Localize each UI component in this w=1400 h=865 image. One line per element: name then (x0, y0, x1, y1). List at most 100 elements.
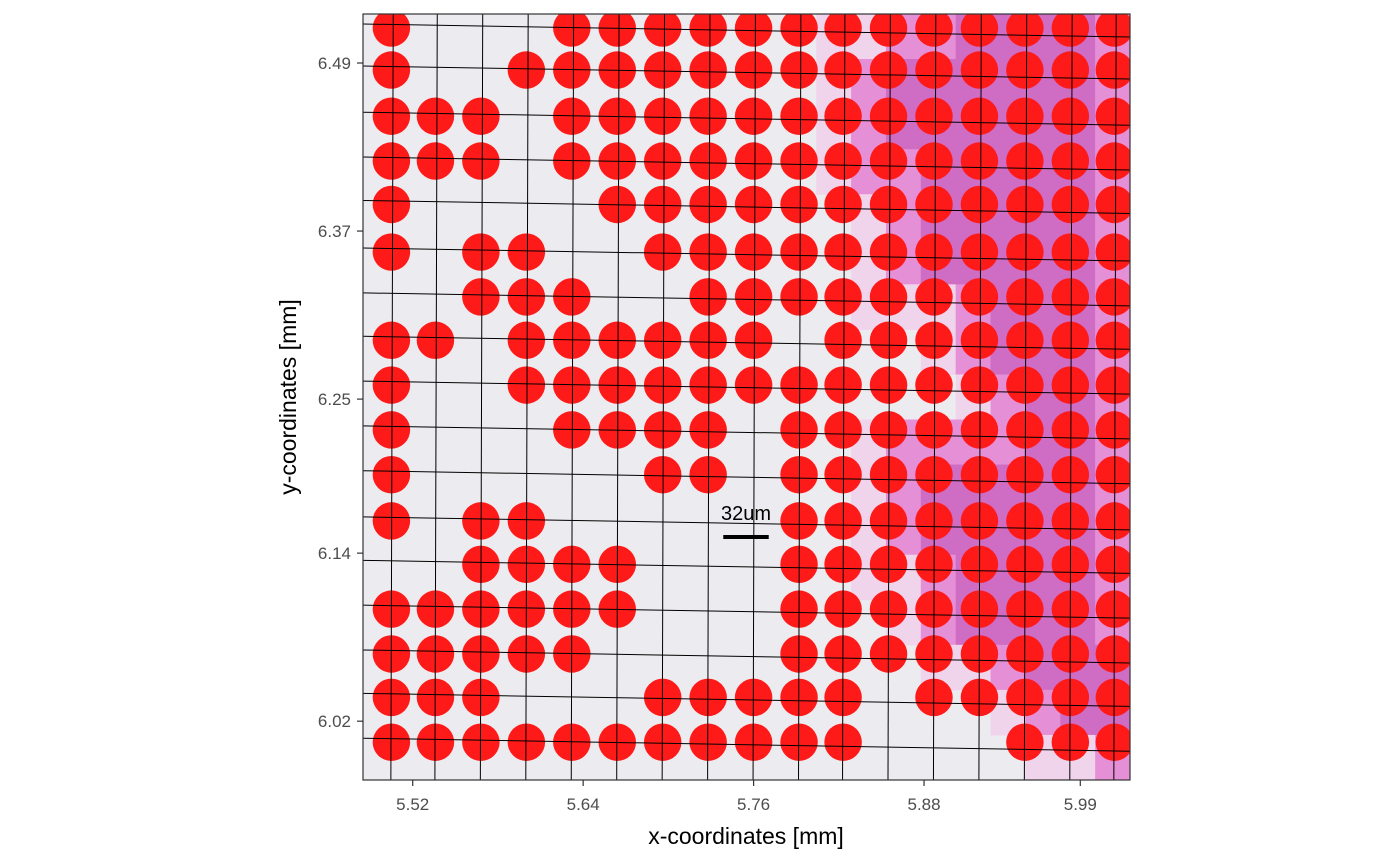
spot-point (824, 185, 862, 224)
mesh-line-horizontal (363, 470, 1130, 485)
spot-point (960, 233, 999, 271)
spot-point (915, 97, 953, 135)
spot-point (734, 233, 773, 271)
spot-point (915, 14, 953, 47)
spot-point (1006, 14, 1044, 47)
spot-point (689, 142, 727, 180)
x-axis-title: x-coordinates [mm] (648, 823, 844, 849)
spot-point (869, 14, 908, 47)
spot-point (780, 233, 818, 271)
spot-point (869, 411, 908, 449)
spot-point (780, 14, 818, 47)
spot-point (824, 321, 862, 360)
spot-point (1051, 51, 1090, 89)
spot-point (1095, 233, 1130, 271)
spot-point (598, 14, 636, 47)
mesh-line-vertical (1069, 14, 1073, 780)
spot-point (869, 185, 908, 224)
mesh-line-vertical (798, 14, 802, 780)
spot-point (643, 321, 682, 360)
mesh-line-horizontal (363, 604, 1130, 619)
spot-point (915, 321, 953, 360)
spot-point (1095, 678, 1130, 717)
y-axis-title: y-coordinates [mm] (275, 299, 301, 495)
y-tick-label: 6.49 (318, 54, 351, 73)
spot-point (915, 278, 953, 316)
spot-point (689, 321, 727, 360)
spot-point (960, 278, 999, 316)
spot-point (960, 185, 999, 224)
mesh-line-vertical (390, 14, 394, 780)
spot-point (960, 142, 999, 180)
spot-point (643, 411, 682, 449)
mesh-line-horizontal (363, 111, 1130, 126)
spot-point (1095, 635, 1130, 673)
spot-point (1051, 366, 1090, 404)
mesh-line-vertical (932, 14, 937, 780)
spot-point (416, 97, 455, 135)
spot-point (372, 411, 411, 449)
spot-point (1095, 278, 1130, 316)
scale-bar: 32um (721, 503, 771, 539)
spot-point (734, 97, 773, 135)
spot-point (1051, 411, 1090, 449)
spot-point (824, 142, 862, 180)
spot-point (734, 185, 773, 224)
spot-point (915, 233, 953, 271)
spot-point (1095, 14, 1130, 47)
spot-point (1006, 51, 1044, 89)
y-axis: 6.02 6.14 6.25 6.37 6.49 (318, 54, 363, 731)
spot-point (1051, 14, 1090, 47)
y-tick-label: 6.14 (318, 544, 351, 563)
spot-point (372, 142, 411, 180)
spot-point (780, 142, 818, 180)
spot-point (780, 411, 818, 449)
spot-point (507, 233, 546, 271)
spot-point (1095, 723, 1130, 761)
mesh-line-horizontal (363, 23, 1130, 38)
spot-point (824, 278, 862, 316)
spot-point (824, 411, 862, 449)
spot-point (1051, 97, 1090, 135)
spot-point (869, 321, 908, 360)
mesh-line-horizontal (363, 156, 1130, 171)
spot-point (372, 321, 411, 360)
spot-point (1051, 233, 1090, 271)
spot-point (1095, 545, 1130, 584)
spot-point (734, 14, 773, 47)
spot-point (1095, 411, 1130, 449)
spot-point (689, 51, 727, 89)
spot-point (915, 411, 953, 449)
spot-point (643, 97, 682, 135)
y-tick-label: 6.37 (318, 222, 351, 241)
spot-point (1095, 97, 1130, 135)
mesh-line-vertical (978, 14, 982, 780)
spot-point (960, 97, 999, 135)
spot-point (824, 14, 862, 47)
spot-point (689, 185, 727, 224)
spot-point (869, 51, 908, 89)
mesh-line-horizontal (363, 559, 1130, 574)
mesh-line-horizontal (363, 516, 1130, 531)
mesh-line-vertical (752, 14, 756, 780)
mesh-line-vertical (842, 14, 846, 780)
spot-point (507, 278, 546, 316)
mesh-line-vertical (707, 14, 711, 780)
scale-bar-label: 32um (721, 503, 771, 525)
spot-point (960, 51, 999, 89)
spot-point (1051, 142, 1090, 180)
spot-point (553, 14, 591, 47)
spot-point (1095, 321, 1130, 360)
spot-point (734, 366, 773, 404)
spot-point (960, 411, 999, 449)
mesh-line-horizontal (363, 425, 1130, 440)
spot-point (462, 142, 500, 180)
spot-point (372, 233, 411, 271)
panel-border (362, 13, 1131, 781)
spot-point (780, 366, 818, 404)
spot-point (824, 366, 862, 404)
spot-point (915, 366, 953, 404)
grid-mesh-layer (363, 14, 1130, 780)
